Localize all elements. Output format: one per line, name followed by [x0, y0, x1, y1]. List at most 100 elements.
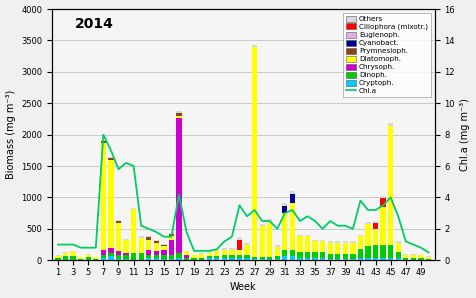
Bar [343, 241, 348, 243]
Bar [426, 257, 431, 259]
Bar [139, 236, 144, 238]
Bar [335, 243, 340, 254]
Bar [123, 259, 129, 260]
Bar [222, 254, 227, 258]
Bar [244, 245, 250, 254]
Bar [290, 250, 295, 257]
Legend: Others, Ciliophora (mixotr.), Euglenoph., Cyanobact., Prymnesioph., Diatomoph., : Others, Ciliophora (mixotr.), Euglenoph.… [343, 13, 431, 97]
Bar [252, 259, 257, 260]
Bar [267, 223, 272, 257]
Bar [244, 254, 250, 258]
Bar [184, 251, 189, 252]
Bar [305, 236, 310, 252]
Bar [259, 257, 265, 259]
Bar [86, 254, 91, 255]
Bar [327, 241, 333, 243]
Bar [146, 258, 151, 260]
Bar [199, 253, 204, 254]
Bar [108, 160, 114, 248]
Bar [199, 258, 204, 260]
Bar [380, 258, 386, 260]
Bar [154, 240, 159, 241]
Bar [116, 223, 121, 251]
Bar [298, 236, 303, 252]
Bar [335, 254, 340, 259]
Bar [207, 257, 212, 258]
Bar [388, 258, 393, 260]
Bar [267, 219, 272, 223]
Bar [350, 254, 356, 259]
Bar [358, 249, 363, 258]
Bar [327, 243, 333, 254]
Bar [101, 254, 106, 258]
Bar [305, 252, 310, 258]
Bar [176, 116, 182, 118]
Bar [282, 206, 288, 212]
Bar [320, 252, 325, 258]
Bar [380, 198, 386, 207]
Bar [373, 245, 378, 258]
Bar [101, 143, 106, 249]
Bar [86, 255, 91, 257]
Bar [275, 247, 280, 257]
Bar [259, 259, 265, 260]
Bar [222, 249, 227, 254]
Bar [267, 257, 272, 259]
Bar [327, 254, 333, 259]
Bar [312, 258, 317, 260]
Bar [123, 253, 129, 255]
Bar [207, 253, 212, 257]
Bar [259, 226, 265, 257]
Bar [116, 220, 121, 221]
Bar [176, 113, 182, 116]
Bar [222, 248, 227, 249]
Bar [70, 252, 76, 256]
Bar [139, 253, 144, 260]
Bar [350, 241, 356, 243]
Bar [298, 252, 303, 258]
Text: 2014: 2014 [75, 17, 114, 31]
Bar [312, 240, 317, 241]
Bar [358, 258, 363, 260]
Bar [343, 259, 348, 260]
Bar [252, 47, 257, 257]
Bar [411, 255, 416, 258]
Bar [320, 240, 325, 241]
Bar [116, 221, 121, 223]
Bar [146, 240, 151, 249]
Bar [275, 245, 280, 247]
Bar [176, 253, 182, 258]
Bar [290, 203, 295, 250]
Bar [101, 140, 106, 141]
Bar [101, 141, 106, 143]
Bar [214, 257, 219, 258]
Bar [161, 245, 167, 246]
Bar [63, 257, 68, 260]
Bar [108, 248, 114, 253]
Bar [312, 252, 317, 258]
Bar [101, 258, 106, 260]
Bar [184, 258, 189, 260]
Bar [169, 240, 174, 255]
Bar [418, 254, 424, 255]
X-axis label: Week: Week [230, 283, 257, 292]
Bar [244, 258, 250, 260]
Bar [222, 258, 227, 260]
Bar [116, 259, 121, 260]
Bar [169, 255, 174, 259]
Bar [169, 233, 174, 234]
Bar [229, 254, 235, 258]
Bar [139, 238, 144, 253]
Bar [229, 248, 235, 249]
Bar [426, 256, 431, 257]
Bar [229, 249, 235, 254]
Bar [169, 259, 174, 260]
Bar [78, 257, 83, 259]
Bar [123, 255, 129, 259]
Bar [78, 259, 83, 260]
Y-axis label: Chl.a (mg m⁻³): Chl.a (mg m⁻³) [460, 98, 470, 171]
Bar [343, 254, 348, 259]
Bar [358, 236, 363, 249]
Bar [275, 257, 280, 259]
Bar [373, 258, 378, 260]
